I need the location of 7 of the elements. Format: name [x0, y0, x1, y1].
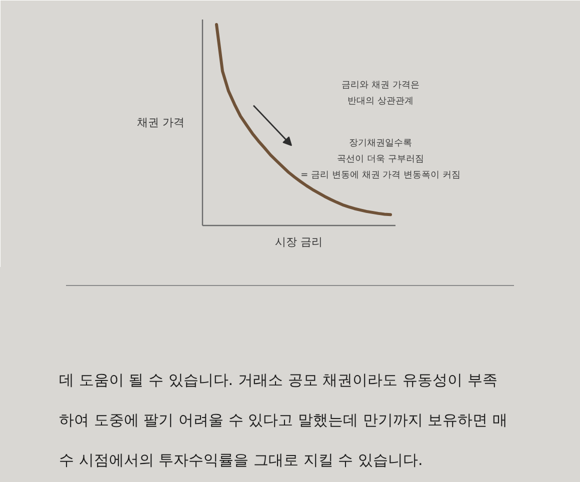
- text: 수 시점에서의 투자수익률을 그대로 지킬 수 있습니다.: [59, 451, 423, 469]
- text: 하여 도중에 팔기 어려울 수 있다고 말했는데 만기까지 보유하면 매: [59, 411, 508, 429]
- x-axis-title: 시장 금리: [275, 236, 322, 248]
- annotation: 금리와 채권 가격은 반대의 상관관계: [342, 80, 420, 106]
- annotation: 장기채권일수록 곡선이 더욱 구부러짐 = 금리 변동에 채권 가격 변동폭이 커짐: [300, 138, 460, 180]
- y-axis-title: 채권 가격: [137, 116, 185, 129]
- text: 데 도움이 될 수 있습니다. 거래소 공모 채권이라도 유동성이 부족: [59, 371, 498, 389]
